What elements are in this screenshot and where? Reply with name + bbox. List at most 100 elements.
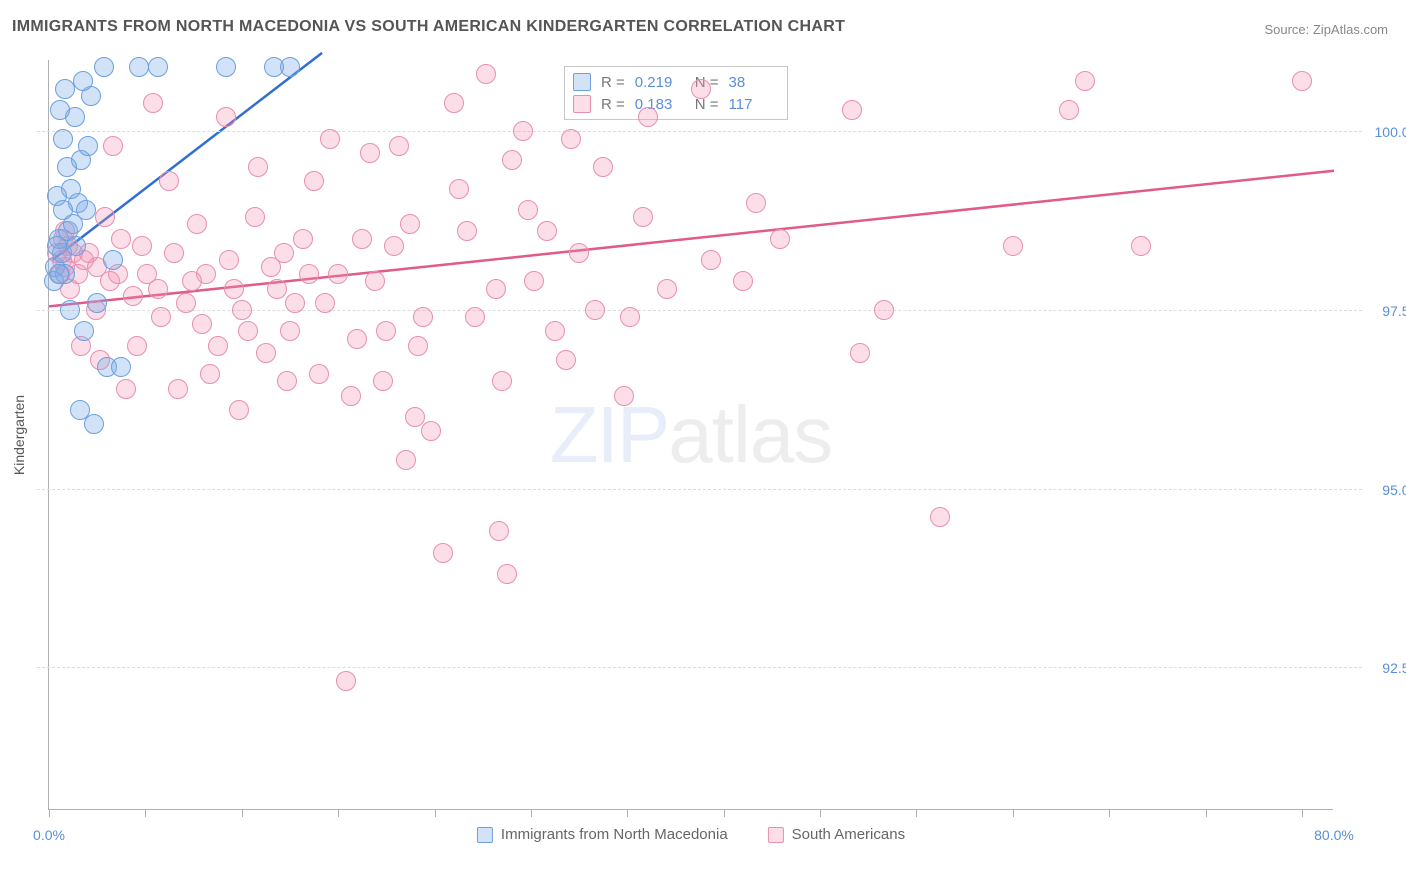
x-axis-tick — [1302, 809, 1303, 817]
x-axis-tick — [242, 809, 243, 817]
scatter-point-series2 — [502, 150, 522, 170]
x-axis-tick — [1013, 809, 1014, 817]
scatter-point-series2 — [701, 250, 721, 270]
scatter-point-series2 — [360, 143, 380, 163]
scatter-point-series2 — [1059, 100, 1079, 120]
scatter-point-series2 — [352, 229, 372, 249]
scatter-point-series2 — [116, 379, 136, 399]
stats-legend: R = 0.219 N = 38 R = 0.183 N = 117 — [564, 66, 788, 120]
scatter-point-series1 — [60, 300, 80, 320]
scatter-point-series2 — [421, 421, 441, 441]
scatter-point-series1 — [111, 357, 131, 377]
scatter-point-series1 — [84, 414, 104, 434]
scatter-point-series2 — [657, 279, 677, 299]
scatter-point-series2 — [537, 221, 557, 241]
scatter-point-series2 — [874, 300, 894, 320]
scatter-point-series1 — [50, 100, 70, 120]
scatter-point-series1 — [216, 57, 236, 77]
scatter-point-series2 — [248, 157, 268, 177]
scatter-point-series2 — [143, 93, 163, 113]
y-axis-label: 92.5% — [1382, 660, 1406, 676]
x-axis-tick — [820, 809, 821, 817]
x-axis-tick — [338, 809, 339, 817]
legend-item-series1: Immigrants from North Macedonia — [477, 826, 728, 843]
scatter-point-series2 — [216, 107, 236, 127]
scatter-point-series2 — [187, 214, 207, 234]
scatter-point-series2 — [476, 64, 496, 84]
x-axis-tick — [1109, 809, 1110, 817]
scatter-point-series2 — [457, 221, 477, 241]
scatter-point-series2 — [1075, 71, 1095, 91]
scatter-point-series2 — [384, 236, 404, 256]
x-axis-tick — [916, 809, 917, 817]
scatter-point-series1 — [49, 264, 69, 284]
scatter-point-series1 — [94, 57, 114, 77]
swatch-series2 — [573, 95, 591, 113]
scatter-point-series2 — [256, 343, 276, 363]
scatter-point-series1 — [74, 321, 94, 341]
y-axis-label: 100.0% — [1375, 124, 1406, 140]
gridline-h: 100.0% — [37, 131, 1362, 132]
scatter-point-series1 — [57, 157, 77, 177]
scatter-point-series2 — [492, 371, 512, 391]
x-axis-tick — [435, 809, 436, 817]
scatter-point-series1 — [148, 57, 168, 77]
x-axis-tick — [531, 809, 532, 817]
scatter-point-series2 — [413, 307, 433, 327]
scatter-point-series2 — [132, 236, 152, 256]
scatter-point-series2 — [238, 321, 258, 341]
scatter-point-series2 — [103, 136, 123, 156]
scatter-point-series2 — [376, 321, 396, 341]
scatter-point-series2 — [219, 250, 239, 270]
source-label: Source: ZipAtlas.com — [1264, 22, 1388, 37]
scatter-point-series2 — [277, 371, 297, 391]
scatter-point-series2 — [151, 307, 171, 327]
stat-label-r: R = — [601, 74, 625, 91]
scatter-point-series2 — [545, 321, 565, 341]
y-axis-label: 95.0% — [1382, 482, 1406, 498]
scatter-point-series1 — [264, 57, 284, 77]
x-axis-label: 0.0% — [33, 827, 65, 843]
scatter-point-series2 — [1003, 236, 1023, 256]
scatter-point-series2 — [1292, 71, 1312, 91]
scatter-point-series2 — [315, 293, 335, 313]
scatter-point-series2 — [208, 336, 228, 356]
legend-swatch-series2 — [768, 827, 784, 843]
scatter-point-series1 — [129, 57, 149, 77]
scatter-point-series2 — [261, 257, 281, 277]
scatter-point-series2 — [620, 307, 640, 327]
scatter-point-series1 — [73, 71, 93, 91]
scatter-point-series1 — [53, 200, 73, 220]
stats-row-series1: R = 0.219 N = 38 — [573, 71, 779, 93]
scatter-point-series2 — [593, 157, 613, 177]
scatter-point-series2 — [733, 271, 753, 291]
scatter-point-series1 — [76, 200, 96, 220]
x-axis-tick — [1206, 809, 1207, 817]
scatter-point-series1 — [55, 79, 75, 99]
scatter-point-series2 — [245, 207, 265, 227]
scatter-point-series2 — [691, 79, 711, 99]
stat-r-series1: 0.219 — [635, 74, 685, 91]
scatter-point-series2 — [182, 271, 202, 291]
scatter-point-series2 — [280, 321, 300, 341]
legend-swatch-series1 — [477, 827, 493, 843]
scatter-point-series2 — [486, 279, 506, 299]
scatter-point-series2 — [299, 264, 319, 284]
y-axis-title: Kindergarten — [11, 394, 27, 474]
scatter-point-series2 — [930, 507, 950, 527]
stat-n-series2: 117 — [729, 96, 779, 113]
scatter-point-series2 — [159, 171, 179, 191]
scatter-point-series2 — [293, 229, 313, 249]
scatter-point-series2 — [746, 193, 766, 213]
scatter-point-series2 — [489, 521, 509, 541]
scatter-point-series2 — [176, 293, 196, 313]
scatter-point-series2 — [449, 179, 469, 199]
swatch-series1 — [573, 73, 591, 91]
scatter-point-series2 — [770, 229, 790, 249]
scatter-point-series2 — [444, 93, 464, 113]
scatter-point-series2 — [123, 286, 143, 306]
scatter-point-series2 — [842, 100, 862, 120]
scatter-point-series2 — [232, 300, 252, 320]
gridline-h: 95.0% — [37, 489, 1362, 490]
scatter-point-series2 — [95, 207, 115, 227]
